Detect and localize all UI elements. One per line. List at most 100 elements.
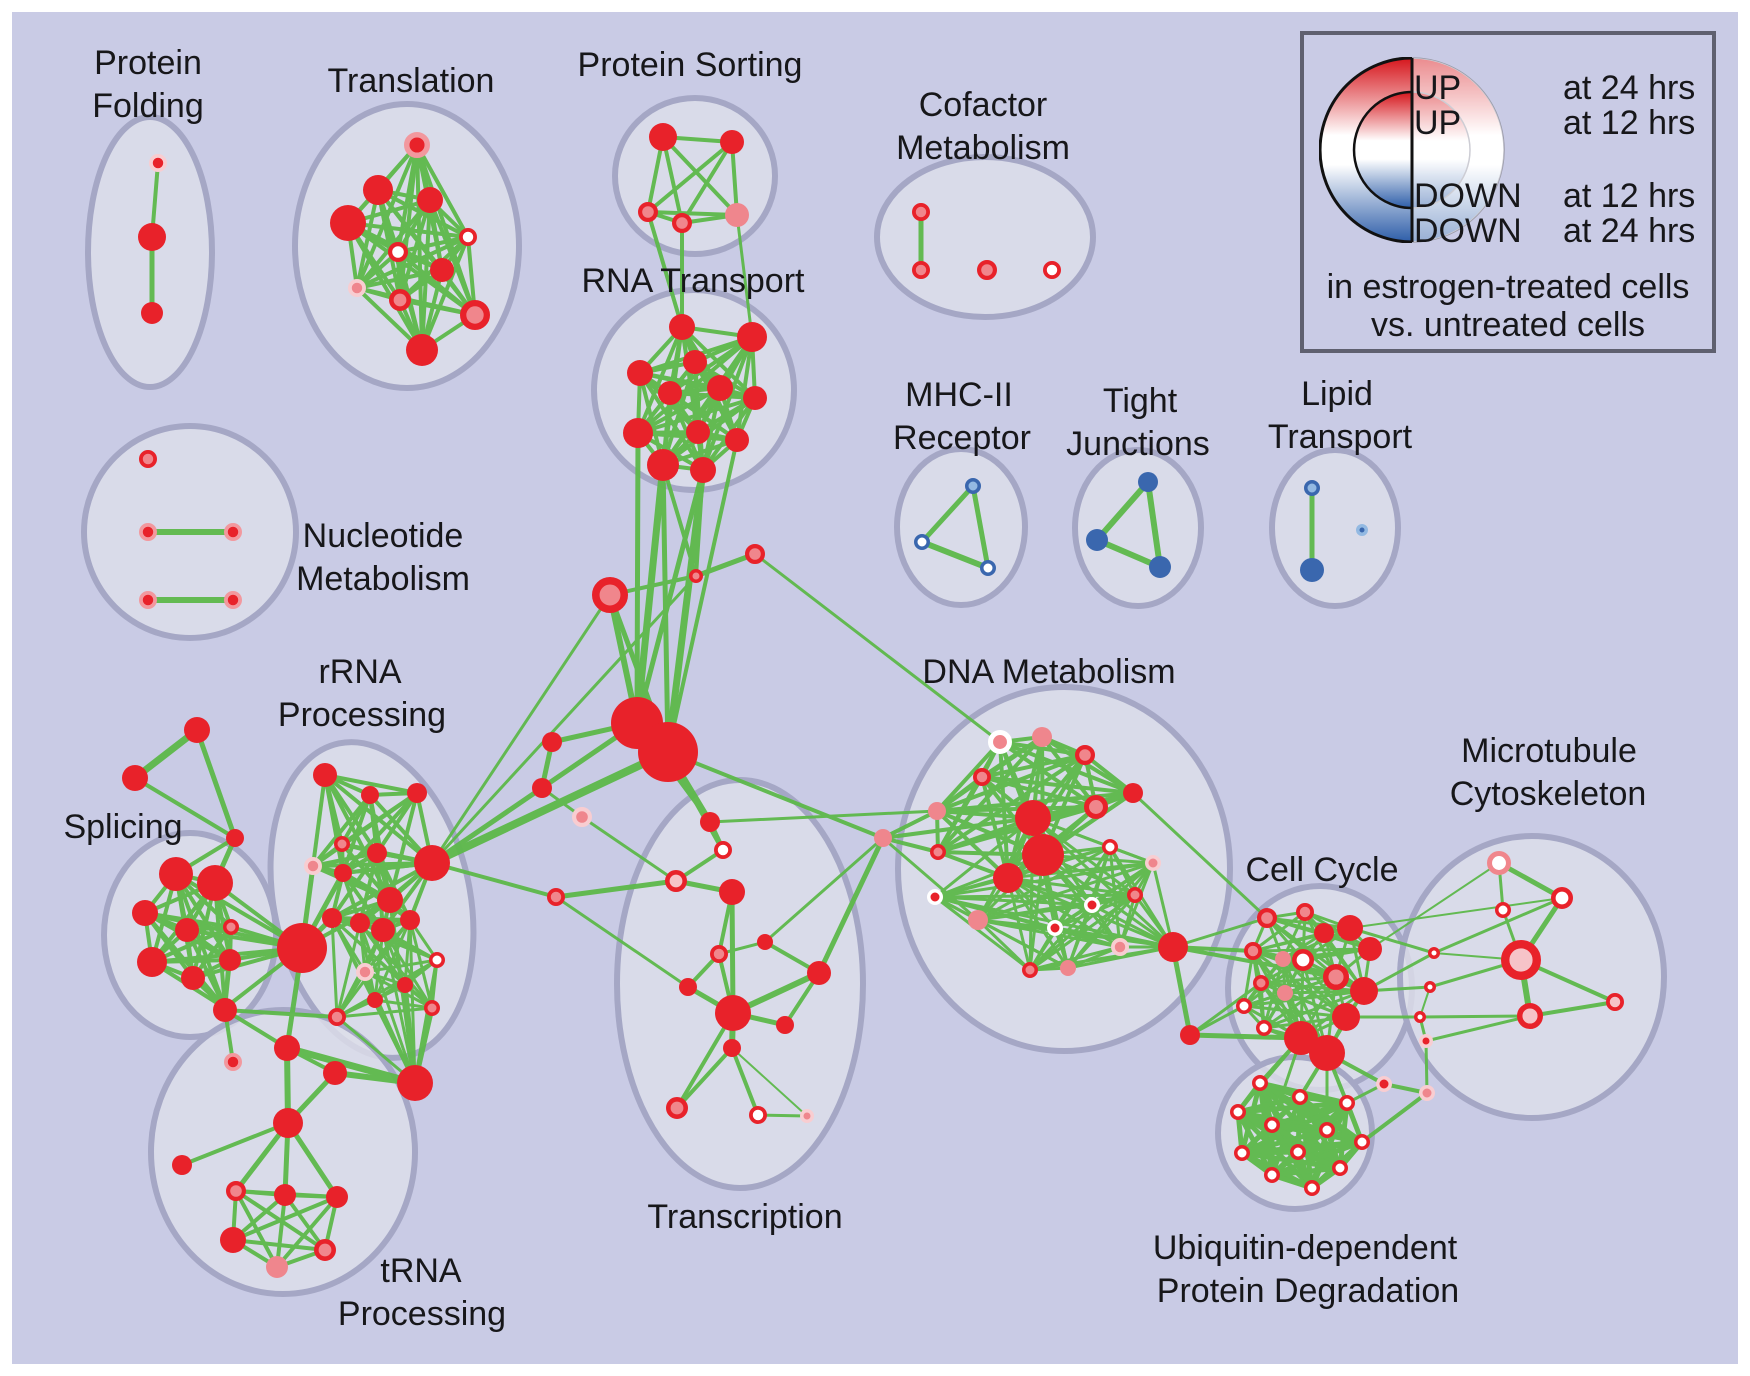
network-node — [213, 998, 237, 1022]
network-node — [912, 202, 931, 221]
network-edge — [816, 835, 886, 976]
network-node — [1047, 920, 1063, 936]
network-edge — [980, 753, 1087, 779]
network-node — [407, 783, 427, 803]
network-node — [1296, 903, 1315, 922]
network-node — [429, 952, 445, 968]
network-edge — [430, 593, 612, 865]
network-node — [1256, 1020, 1272, 1036]
network-edge — [1145, 479, 1163, 570]
legend-box: UP at 24 hrs UP at 12 hrs DOWN at 12 hrs… — [1300, 31, 1716, 353]
network-edge — [1269, 1165, 1343, 1178]
network-edge — [283, 1193, 327, 1252]
network-node — [930, 844, 946, 860]
network-node — [1084, 897, 1100, 913]
network-edge — [194, 727, 238, 841]
network-edge — [735, 213, 754, 339]
network-node — [1111, 938, 1130, 957]
network-edge — [675, 1011, 735, 1110]
network-node — [137, 947, 167, 977]
network-node — [532, 778, 552, 798]
network-edge — [330, 851, 379, 920]
network-edge — [1528, 1000, 1617, 1018]
network-node — [1419, 1085, 1435, 1101]
network-edge — [976, 918, 1032, 972]
label-layer: Protein Folding Translation Protein Sorting… — [63, 44, 1646, 1333]
network-edge — [1348, 926, 1436, 955]
cluster-label-tight-junctions: Tight — [1103, 382, 1178, 420]
cluster-ellipse-microtubule-cytoskeleton — [1397, 833, 1667, 1121]
network-edge — [675, 1046, 734, 1110]
network-node — [1358, 937, 1382, 961]
network-node — [1256, 907, 1277, 928]
network-edge — [1188, 1004, 1246, 1037]
network-edge — [634, 430, 641, 726]
network-node — [715, 995, 751, 1031]
cluster-label-microtubule-cytoskeleton: Microtubule — [1461, 732, 1637, 770]
network-node — [274, 1184, 296, 1206]
network-edge — [1265, 916, 1352, 930]
network-node — [707, 375, 733, 401]
cluster-label-ubiquitin-degradation: Protein Degradation — [1157, 1272, 1459, 1310]
cluster-label-mhc-ii-receptor: Receptor — [893, 419, 1031, 457]
network-edge — [430, 574, 698, 865]
network-edge — [1251, 949, 1348, 1019]
network-edge — [283, 1044, 419, 1087]
network-edge — [935, 740, 1002, 813]
network-edge — [881, 816, 1035, 840]
network-node — [404, 131, 431, 158]
network-edge — [933, 816, 1035, 899]
network-node — [1145, 855, 1161, 871]
network-node — [637, 202, 658, 223]
network-node — [424, 1000, 440, 1016]
network-node — [743, 386, 767, 410]
network-edge — [346, 221, 424, 352]
network-node — [1015, 800, 1051, 836]
network-edge — [554, 895, 690, 989]
network-edge — [131, 726, 201, 782]
network-node — [719, 879, 745, 905]
network-node — [1309, 1035, 1345, 1071]
network-node — [223, 919, 239, 935]
network-node — [1234, 1145, 1250, 1161]
network-edge — [661, 135, 684, 225]
network-edge — [1053, 926, 1175, 949]
network-node — [356, 963, 375, 982]
network-node — [1319, 1122, 1335, 1138]
network-node — [800, 1109, 814, 1123]
legend-down-12-label: DOWN — [1414, 177, 1522, 215]
network-edge — [1242, 1004, 1348, 1019]
network-node — [973, 768, 992, 787]
network-node — [313, 763, 337, 787]
network-node — [1516, 1002, 1543, 1029]
network-edge — [976, 918, 1070, 970]
network-edge — [919, 483, 976, 545]
network-node — [377, 887, 403, 913]
network-node — [649, 123, 677, 151]
network-edge — [420, 235, 470, 352]
cluster-label-cell-cycle: Cell Cycle — [1245, 851, 1398, 889]
network-node — [406, 334, 438, 366]
network-node — [664, 869, 687, 892]
network-node — [326, 1186, 348, 1208]
network-node — [266, 1256, 288, 1278]
network-node — [776, 1016, 794, 1034]
network-edge — [1028, 903, 1094, 972]
network-node — [658, 381, 682, 405]
network-edge — [980, 775, 1098, 809]
cluster-label-dna-metabolism: DNA Metabolism — [922, 653, 1175, 691]
network-edge — [1235, 1100, 1350, 1115]
cluster-label-tight-junctions: Junctions — [1066, 425, 1210, 463]
network-node — [1292, 948, 1315, 971]
network-node — [322, 908, 342, 928]
cluster-ellipse-transcription — [614, 777, 866, 1191]
network-edge — [1251, 947, 1372, 953]
network-node — [1158, 932, 1188, 962]
network-edge — [666, 438, 739, 754]
network-node — [313, 1239, 336, 1262]
network-edge — [1131, 791, 1269, 920]
network-node — [1032, 727, 1052, 747]
network-node — [159, 857, 193, 891]
network-node — [1304, 1180, 1320, 1196]
